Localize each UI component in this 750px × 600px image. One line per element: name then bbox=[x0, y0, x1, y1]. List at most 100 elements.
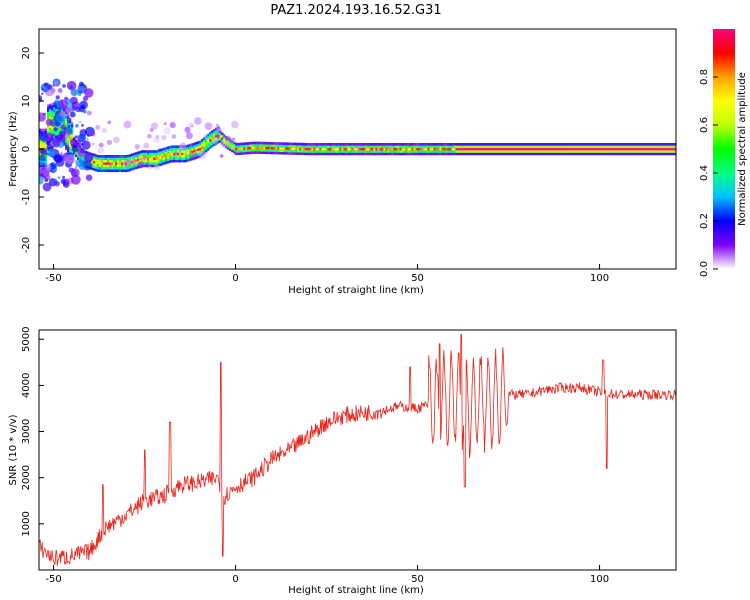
heat-cell bbox=[637, 152, 640, 156]
heat-cell bbox=[611, 143, 614, 146]
heat-cell bbox=[481, 145, 484, 149]
heat-cell bbox=[129, 168, 132, 172]
heat-cell bbox=[609, 152, 612, 156]
heat-cell bbox=[543, 150, 546, 153]
heat-cell bbox=[383, 143, 386, 146]
heat-cell bbox=[415, 152, 418, 156]
heat-cell bbox=[381, 147, 384, 151]
heat-cell bbox=[599, 143, 602, 146]
heat-cell bbox=[517, 143, 520, 146]
heat-cell bbox=[45, 157, 48, 161]
heat-cell bbox=[349, 147, 352, 151]
heat-cell bbox=[591, 150, 594, 153]
heat-cell bbox=[65, 145, 68, 148]
heat-cell bbox=[177, 155, 180, 158]
heat-cell bbox=[331, 152, 334, 156]
heat-cell bbox=[523, 145, 526, 149]
heat-cell bbox=[325, 143, 328, 146]
heat-blob bbox=[161, 134, 167, 141]
heat-cell bbox=[551, 150, 554, 153]
heat-cell bbox=[457, 145, 460, 149]
heat-cell bbox=[391, 147, 394, 151]
heat-cell bbox=[107, 164, 110, 168]
heat-cell bbox=[453, 150, 456, 153]
heat-cell bbox=[537, 145, 540, 149]
heat-cell bbox=[435, 152, 438, 156]
heat-cell bbox=[269, 146, 272, 150]
heat-cell bbox=[447, 143, 450, 146]
heat-cell bbox=[483, 147, 486, 151]
heat-cell bbox=[163, 150, 166, 153]
heat-cell bbox=[147, 152, 150, 156]
heat-cell bbox=[539, 145, 542, 149]
heat-cell bbox=[205, 137, 208, 141]
heat-cell bbox=[405, 143, 408, 146]
heat-cell bbox=[169, 150, 172, 154]
x-tick-label: 0 bbox=[232, 574, 238, 585]
heat-cell bbox=[605, 145, 608, 149]
heat-cell bbox=[65, 113, 68, 117]
heat-cell bbox=[107, 162, 110, 165]
heat-blob bbox=[42, 182, 52, 192]
heat-cell bbox=[95, 161, 98, 165]
heat-cell bbox=[157, 156, 160, 160]
heat-cell bbox=[591, 145, 594, 149]
heat-cell bbox=[121, 164, 124, 168]
heat-cell bbox=[211, 142, 214, 145]
spectrogram-x-ticks: -50 0 50 100 bbox=[45, 264, 609, 284]
heat-cell bbox=[265, 144, 268, 147]
heat-cell bbox=[535, 150, 538, 153]
heat-cell bbox=[603, 145, 606, 149]
heat-cell bbox=[195, 149, 198, 152]
heat-cell bbox=[217, 140, 220, 144]
heat-cell bbox=[49, 110, 52, 114]
heat-cell bbox=[503, 147, 506, 151]
heat-cell bbox=[631, 147, 634, 151]
heat-cell bbox=[339, 145, 342, 149]
heat-cell bbox=[375, 152, 378, 156]
heat-cell bbox=[475, 145, 478, 149]
heat-cell bbox=[497, 150, 500, 153]
heat-cell bbox=[351, 150, 354, 153]
heat-cell bbox=[117, 159, 120, 163]
heat-cell bbox=[207, 138, 210, 141]
heat-cell bbox=[111, 157, 114, 161]
heat-cell bbox=[141, 152, 144, 156]
heat-cell bbox=[151, 162, 154, 165]
heat-cell bbox=[321, 145, 324, 149]
heat-cell bbox=[479, 145, 482, 149]
heat-cell bbox=[359, 143, 362, 146]
heat-blob bbox=[39, 173, 42, 177]
heat-cell bbox=[213, 133, 216, 137]
heat-blob bbox=[131, 158, 138, 165]
heat-blob bbox=[74, 135, 78, 139]
heat-cell bbox=[663, 150, 666, 153]
heat-cell bbox=[425, 147, 428, 151]
heat-cell bbox=[319, 152, 322, 156]
heat-cell bbox=[361, 152, 364, 156]
heat-cell bbox=[113, 162, 116, 165]
heat-cell bbox=[325, 147, 328, 151]
heat-cell bbox=[405, 150, 408, 153]
heat-cell bbox=[553, 145, 556, 149]
heat-cell bbox=[605, 152, 608, 156]
heat-cell bbox=[271, 142, 274, 145]
heat-cell bbox=[481, 150, 484, 153]
heat-cell bbox=[613, 143, 616, 146]
heat-blob bbox=[50, 88, 56, 94]
heat-cell bbox=[387, 147, 390, 151]
heat-blob bbox=[75, 124, 79, 128]
heat-blob bbox=[97, 147, 105, 155]
heat-cell bbox=[41, 143, 44, 146]
heat-blob bbox=[216, 135, 221, 139]
heat-cell bbox=[249, 144, 252, 147]
heat-blob bbox=[65, 154, 76, 164]
heat-cell bbox=[225, 140, 228, 144]
heat-cell bbox=[187, 151, 190, 155]
heat-cell bbox=[329, 143, 332, 146]
heat-cell bbox=[323, 150, 326, 153]
heat-cell bbox=[127, 169, 130, 172]
heat-cell bbox=[285, 151, 288, 155]
heat-cell bbox=[439, 143, 442, 146]
heat-cell bbox=[319, 147, 322, 151]
